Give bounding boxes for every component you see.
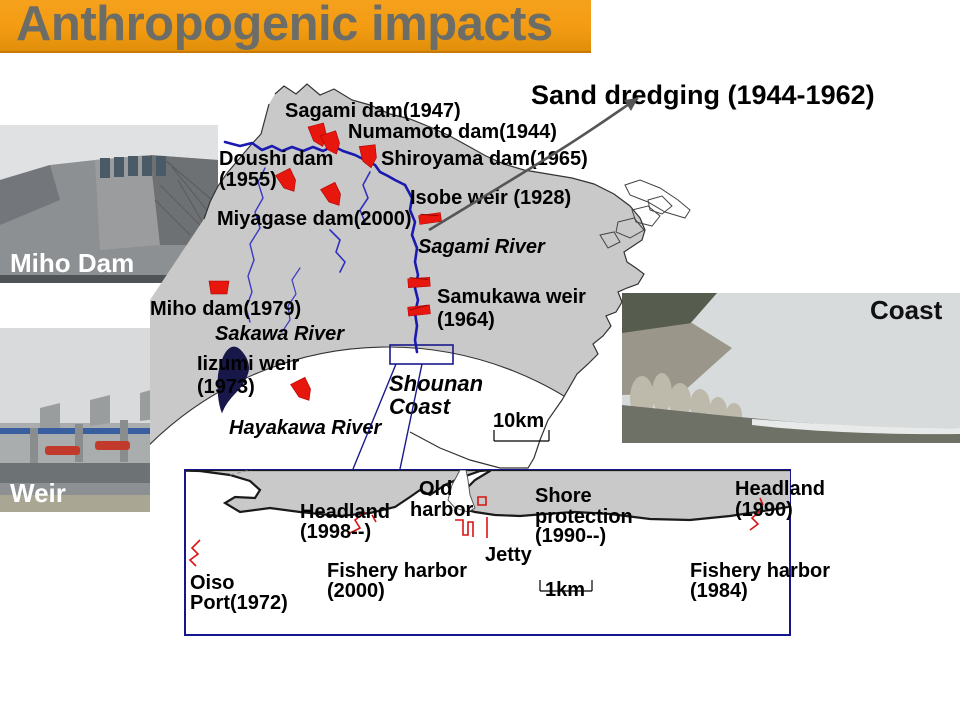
svg-text:Fishery harbor: Fishery harbor bbox=[327, 560, 467, 582]
svg-text:Oiso: Oiso bbox=[190, 572, 234, 594]
svg-text:(1998--): (1998--) bbox=[300, 521, 371, 543]
svg-text:Headland: Headland bbox=[735, 478, 825, 500]
svg-text:1km: 1km bbox=[545, 579, 585, 601]
svg-text:Old: Old bbox=[419, 478, 452, 500]
svg-text:Jetty: Jetty bbox=[485, 544, 533, 566]
svg-text:(1984): (1984) bbox=[690, 580, 748, 602]
svg-text:Shore: Shore bbox=[535, 485, 592, 507]
svg-text:(2000): (2000) bbox=[327, 580, 385, 602]
svg-text:Port(1972): Port(1972) bbox=[190, 592, 288, 614]
svg-text:(1990): (1990) bbox=[735, 499, 793, 521]
svg-text:harbor: harbor bbox=[410, 499, 474, 521]
svg-text:(1990--): (1990--) bbox=[535, 525, 606, 547]
svg-text:Fishery harbor: Fishery harbor bbox=[690, 560, 830, 582]
svg-text:Headland: Headland bbox=[300, 501, 390, 523]
